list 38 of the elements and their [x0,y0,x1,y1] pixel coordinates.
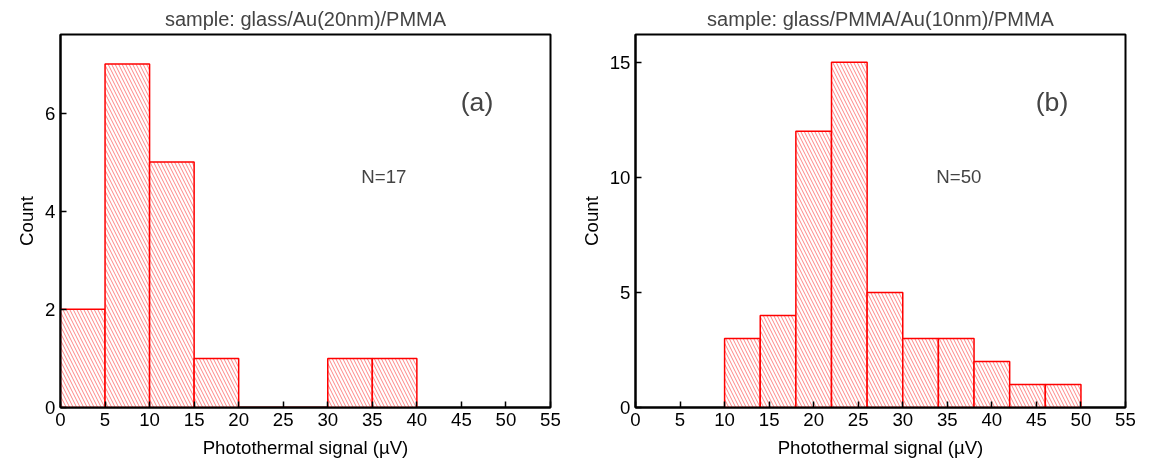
x-tick-label: 40 [981,408,1003,430]
x-tick-label: 50 [1070,408,1092,430]
chart-title: sample: glass/Au(20nm)/PMMA [164,7,447,30]
x-tick-label: 30 [892,408,914,430]
y-axis-title: Count [580,195,602,246]
x-axis-title: Photothermal signal (µV) [777,436,984,458]
annotation: (b) [1035,86,1069,117]
annotation: N=17 [361,165,407,187]
x-tick-label: 20 [803,408,825,430]
x-tick-label: 35 [936,408,958,430]
x-tick-label: 55 [540,408,561,430]
annotation: N=50 [936,165,982,187]
x-tick-label: 5 [674,408,686,430]
x-axis-title: Photothermal signal (µV) [202,436,409,458]
chart-title: sample: glass/PMMA/Au(10nm)/PMMA [707,7,1055,30]
y-tick-label: 4 [45,200,56,222]
x-tick-label: 5 [99,408,111,430]
x-tick-label: 45 [451,408,472,430]
y-axis-title: Count [16,195,38,246]
x-tick-label: 10 [139,408,160,430]
y-tick-label: 5 [620,281,631,303]
x-tick-label: 45 [1026,408,1047,430]
x-tick-label: 55 [1115,408,1136,430]
x-tick-label: 25 [847,408,869,430]
x-tick-label: 50 [495,408,517,430]
x-tick-label: 40 [406,408,428,430]
y-tick-label: 2 [45,298,56,320]
y-tick-label: 10 [609,166,631,188]
annotation: (a) [460,86,494,117]
x-tick-label: 25 [272,408,294,430]
y-tick-label: 15 [609,51,631,73]
x-tick-label: 30 [317,408,339,430]
x-tick-label: 35 [361,408,383,430]
x-tick-label: 10 [714,408,735,430]
x-tick-label: 20 [228,408,250,430]
x-tick-label: 15 [183,408,205,430]
x-tick-label: 15 [758,408,780,430]
y-tick-label: 6 [45,102,56,124]
